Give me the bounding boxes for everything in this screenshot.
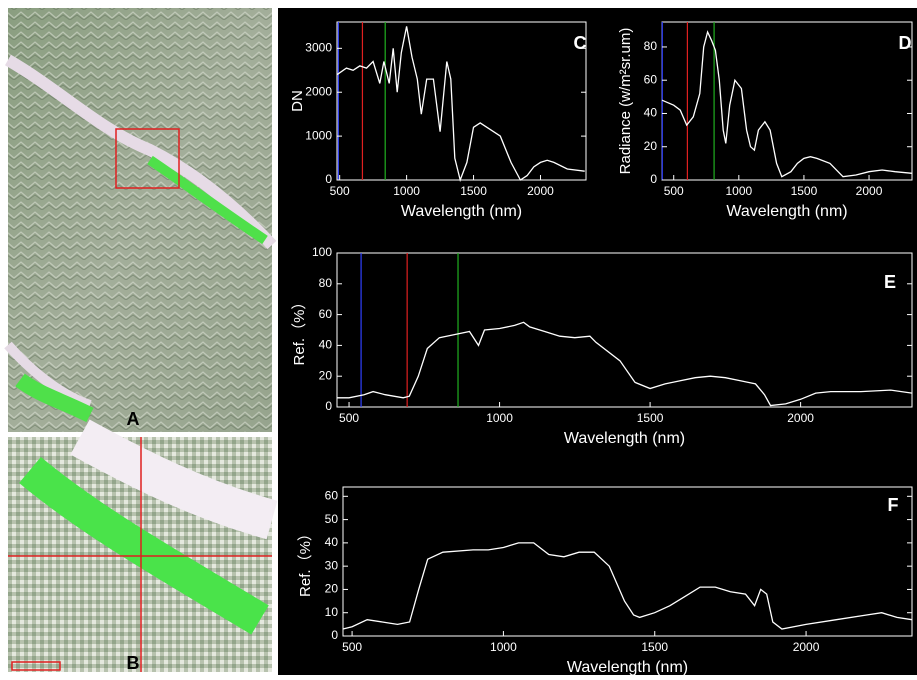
y-axis-label: Ref.（%） (297, 526, 314, 597)
y-tick-label: 0 (331, 628, 338, 642)
x-tick-label: 500 (330, 184, 350, 198)
plot-frame (336, 252, 913, 408)
y-tick-label: 40 (644, 106, 658, 120)
x-axis-label: Wavelength (nm) (564, 430, 685, 447)
x-tick-label: 1000 (486, 411, 513, 425)
image-b (8, 419, 278, 672)
x-axis-label: Wavelength (nm) (567, 659, 688, 675)
y-tick-label: 30 (325, 558, 339, 572)
y-axis-label: DN (289, 90, 306, 112)
plot-panel (278, 8, 917, 675)
image-label: A (127, 409, 140, 429)
y-tick-label: 0 (325, 172, 332, 186)
y-tick-label: 40 (319, 338, 333, 352)
y-tick-label: 80 (644, 39, 658, 53)
y-tick-label: 20 (319, 368, 333, 382)
x-axis-label: Wavelength (nm) (726, 203, 847, 220)
y-axis-label: Ref.（%） (291, 295, 308, 366)
y-tick-label: 0 (650, 172, 657, 186)
image-label: B (127, 653, 140, 673)
y-tick-label: 60 (325, 488, 339, 502)
image-a (4, 8, 277, 432)
y-tick-label: 60 (319, 307, 333, 321)
y-tick-label: 50 (325, 512, 339, 526)
x-tick-label: 1000 (725, 184, 752, 198)
y-tick-label: 0 (325, 399, 332, 413)
panel-label: F (888, 495, 899, 515)
x-axis-label: Wavelength (nm) (401, 203, 522, 220)
y-tick-label: 40 (325, 535, 339, 549)
plot-frame (342, 486, 913, 637)
y-tick-label: 20 (325, 582, 339, 596)
x-tick-label: 2000 (527, 184, 554, 198)
y-tick-label: 100 (312, 245, 332, 259)
spectrum-line (336, 26, 585, 183)
y-tick-label: 2000 (305, 84, 332, 98)
x-tick-label: 1500 (460, 184, 487, 198)
x-tick-label: 500 (664, 184, 684, 198)
x-tick-label: 500 (342, 640, 362, 654)
y-tick-label: 80 (319, 276, 333, 290)
spectrum-line (342, 542, 913, 630)
x-tick-label: 2000 (787, 411, 814, 425)
x-tick-label: 1500 (641, 640, 668, 654)
x-tick-label: 1000 (393, 184, 420, 198)
x-tick-label: 1000 (490, 640, 517, 654)
panel-label: C (574, 33, 587, 53)
x-tick-label: 1500 (791, 184, 818, 198)
y-tick-label: 3000 (305, 41, 332, 55)
panel-label: E (884, 272, 896, 292)
y-tick-label: 20 (644, 139, 658, 153)
x-tick-label: 2000 (856, 184, 883, 198)
spectrum-line (337, 321, 913, 407)
y-tick-label: 1000 (305, 128, 332, 142)
x-tick-label: 1500 (637, 411, 664, 425)
x-tick-label: 500 (339, 411, 359, 425)
y-axis-label: Radiance (w/m²sr.um) (617, 28, 634, 175)
y-tick-label: 10 (325, 605, 339, 619)
panel-label: D (899, 33, 912, 53)
spectrum-line (661, 30, 913, 178)
y-tick-label: 60 (644, 72, 658, 86)
plot-frame (336, 21, 587, 181)
x-tick-label: 2000 (793, 640, 820, 654)
